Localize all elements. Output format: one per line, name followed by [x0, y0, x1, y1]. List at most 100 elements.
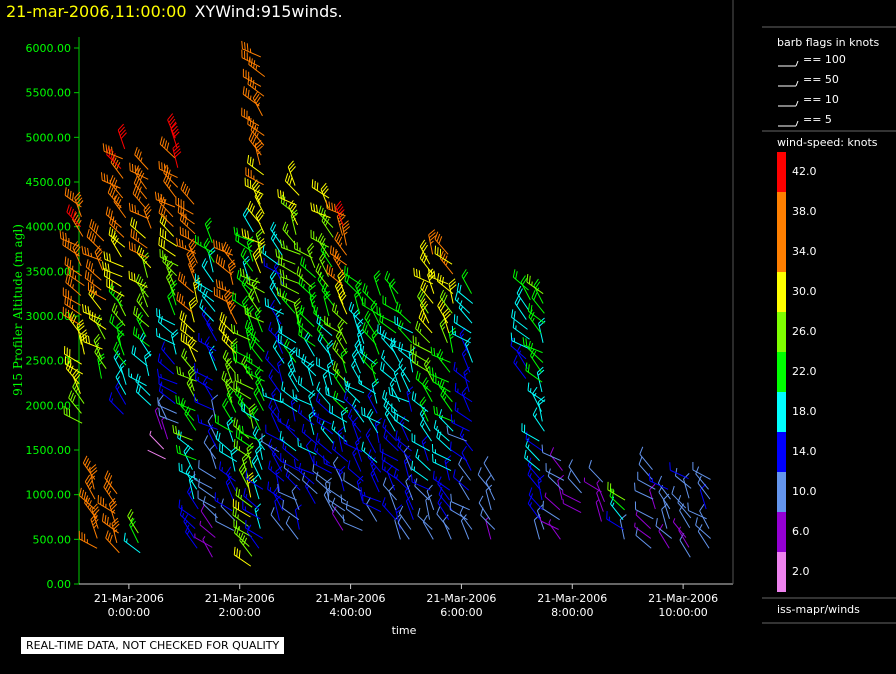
barb-shaft	[296, 355, 314, 367]
barb-flag	[648, 472, 651, 481]
barb-shaft	[239, 540, 253, 557]
barb-shaft	[67, 273, 85, 287]
barb-flag	[425, 494, 433, 501]
wind-barb	[327, 491, 346, 512]
barb-shaft	[528, 348, 544, 363]
barb-shaft	[637, 479, 656, 490]
barb-half-flag	[149, 430, 152, 435]
barb-flag	[241, 228, 244, 237]
wind-barb	[215, 513, 234, 531]
barb-flag	[249, 406, 257, 413]
barb-flag	[513, 355, 518, 363]
barb-flag	[189, 371, 197, 379]
barb-flag	[133, 347, 137, 356]
barb-shaft	[347, 467, 364, 482]
barb-shaft	[699, 510, 710, 529]
barb-flag	[302, 258, 306, 267]
wind-barb	[255, 208, 265, 235]
barb-flag	[334, 231, 339, 240]
barb-flag	[185, 465, 191, 473]
barb-flag	[244, 42, 246, 51]
barb-half-flag	[108, 490, 112, 495]
wind-barb	[207, 414, 218, 440]
wind-barb	[634, 522, 652, 539]
barb-shaft	[391, 411, 410, 422]
wind-barb	[82, 303, 103, 321]
barb-flag	[384, 270, 389, 279]
wind-barb	[285, 515, 299, 540]
barb-flag	[338, 216, 345, 223]
barb-flag	[181, 295, 184, 304]
barb-shaft	[323, 296, 330, 317]
barb-shaft	[540, 520, 559, 530]
barb-half-flag	[295, 306, 299, 310]
wind-barb	[316, 381, 331, 405]
barb-shaft	[438, 416, 454, 432]
barb-flag	[207, 414, 214, 422]
barb-half-flag	[72, 284, 74, 289]
barb-shaft	[376, 313, 396, 324]
wind-barb	[464, 337, 473, 363]
barb-half-flag	[281, 436, 284, 441]
wind-barb	[163, 173, 177, 198]
barb-flag	[90, 467, 97, 474]
barb-shaft	[422, 521, 434, 540]
barb-shaft	[156, 335, 176, 346]
wind-barb	[157, 397, 177, 414]
barb-shaft	[311, 186, 330, 199]
barb-flag	[449, 441, 452, 450]
barb-shaft	[241, 283, 254, 302]
barb-flag	[344, 265, 346, 274]
barb-flag	[340, 347, 348, 355]
barb-flag	[185, 335, 188, 345]
barb-shaft	[398, 327, 413, 344]
barb-shaft	[176, 299, 193, 313]
barb-half-flag	[187, 471, 191, 476]
wind-barb	[194, 533, 213, 548]
barb-half-flag	[275, 265, 279, 270]
barb-shaft	[162, 261, 178, 277]
barb-flag	[133, 175, 138, 184]
barb-shaft	[105, 537, 120, 554]
wind-barb	[568, 459, 581, 484]
wind-barb	[176, 366, 197, 382]
barb-flag	[221, 314, 225, 323]
barb-flag	[277, 357, 284, 364]
barb-half-flag	[113, 195, 116, 200]
barb-flag	[215, 254, 219, 263]
barb-flag	[230, 446, 238, 453]
barb-flag	[224, 289, 231, 296]
barb-shaft	[227, 265, 234, 285]
barb-shaft	[373, 276, 381, 296]
x-tick-time: 8:00:00	[551, 606, 593, 619]
barb-shaft	[207, 431, 218, 450]
barb-flag	[440, 303, 446, 312]
barb-flag	[268, 321, 272, 330]
barb-flag	[421, 409, 427, 417]
barb-shaft	[678, 529, 690, 548]
wind-barb	[251, 454, 262, 480]
barb-flag	[94, 336, 101, 344]
barb-flag	[247, 307, 255, 315]
barb-half-flag	[338, 337, 342, 342]
barb-half-flag	[95, 342, 100, 347]
barb-flag	[403, 445, 410, 453]
barb-half-flag	[334, 446, 337, 451]
x-axis-label: time	[392, 624, 417, 637]
barb-shaft	[97, 358, 102, 379]
barb-flag	[538, 320, 546, 327]
barb-shaft	[695, 473, 709, 490]
barb-shaft	[198, 486, 216, 499]
wind-barb	[619, 514, 627, 540]
barb-flag	[254, 127, 259, 135]
barb-shaft	[380, 369, 397, 383]
barb-shaft	[130, 224, 146, 239]
barb-shaft	[398, 349, 415, 363]
wind-barb	[297, 437, 317, 455]
barb-shaft	[246, 448, 253, 468]
barb-flag	[443, 310, 450, 318]
barb-shaft	[281, 276, 301, 285]
barb-shaft	[337, 275, 346, 295]
barb-half-flag	[441, 326, 446, 331]
barb-shaft	[362, 304, 380, 316]
